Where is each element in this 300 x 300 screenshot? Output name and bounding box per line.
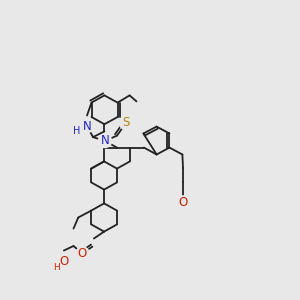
Text: N: N [82, 119, 91, 133]
Circle shape [98, 134, 112, 148]
Text: O: O [78, 247, 87, 260]
Circle shape [76, 247, 89, 260]
Text: H: H [53, 263, 60, 272]
Circle shape [57, 255, 70, 268]
Text: S: S [122, 116, 130, 130]
Circle shape [80, 119, 94, 133]
Text: O: O [59, 255, 68, 268]
Circle shape [119, 116, 133, 130]
Text: N: N [100, 134, 109, 148]
Circle shape [176, 196, 190, 209]
Circle shape [52, 263, 61, 273]
Circle shape [72, 127, 82, 136]
Text: O: O [178, 196, 188, 209]
Text: H: H [73, 126, 80, 136]
